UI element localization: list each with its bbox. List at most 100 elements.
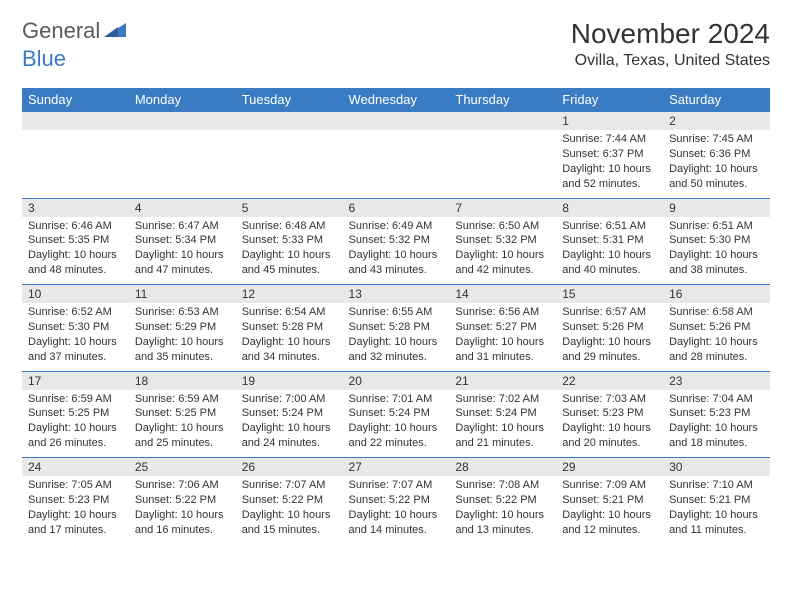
day-number-cell: [22, 112, 129, 131]
daylight-text: Daylight: 10 hours and 45 minutes.: [242, 248, 337, 278]
sunrise-text: Sunrise: 6:53 AM: [135, 305, 230, 320]
sunset-text: Sunset: 5:34 PM: [135, 233, 230, 248]
sunrise-text: Sunrise: 7:10 AM: [669, 478, 764, 493]
day-content-cell: Sunrise: 6:49 AMSunset: 5:32 PMDaylight:…: [343, 217, 450, 285]
day-content-cell: Sunrise: 6:54 AMSunset: 5:28 PMDaylight:…: [236, 303, 343, 371]
day-content-cell: Sunrise: 6:47 AMSunset: 5:34 PMDaylight:…: [129, 217, 236, 285]
day-number-row: 24252627282930: [22, 458, 770, 477]
sunset-text: Sunset: 5:22 PM: [349, 493, 444, 508]
day-number-row: 10111213141516: [22, 285, 770, 304]
day-number-cell: 9: [663, 198, 770, 217]
sunrise-text: Sunrise: 6:56 AM: [455, 305, 550, 320]
day-content-cell: Sunrise: 6:56 AMSunset: 5:27 PMDaylight:…: [449, 303, 556, 371]
day-number-cell: 14: [449, 285, 556, 304]
day-content-cell: Sunrise: 7:07 AMSunset: 5:22 PMDaylight:…: [236, 476, 343, 544]
sunset-text: Sunset: 5:24 PM: [242, 406, 337, 421]
daylight-text: Daylight: 10 hours and 21 minutes.: [455, 421, 550, 451]
day-content-cell: Sunrise: 7:03 AMSunset: 5:23 PMDaylight:…: [556, 390, 663, 458]
day-content-row: Sunrise: 6:46 AMSunset: 5:35 PMDaylight:…: [22, 217, 770, 285]
sunset-text: Sunset: 5:31 PM: [562, 233, 657, 248]
sunset-text: Sunset: 5:21 PM: [669, 493, 764, 508]
day-number-cell: 24: [22, 458, 129, 477]
sunset-text: Sunset: 5:23 PM: [669, 406, 764, 421]
daylight-text: Daylight: 10 hours and 18 minutes.: [669, 421, 764, 451]
daylight-text: Daylight: 10 hours and 28 minutes.: [669, 335, 764, 365]
day-number-cell: 1: [556, 112, 663, 131]
sunrise-text: Sunrise: 7:05 AM: [28, 478, 123, 493]
day-content-cell: Sunrise: 7:05 AMSunset: 5:23 PMDaylight:…: [22, 476, 129, 544]
daylight-text: Daylight: 10 hours and 13 minutes.: [455, 508, 550, 538]
daylight-text: Daylight: 10 hours and 24 minutes.: [242, 421, 337, 451]
day-content-cell: Sunrise: 7:04 AMSunset: 5:23 PMDaylight:…: [663, 390, 770, 458]
sunset-text: Sunset: 5:26 PM: [669, 320, 764, 335]
day-content-cell: Sunrise: 7:45 AMSunset: 6:36 PMDaylight:…: [663, 130, 770, 198]
day-content-cell: Sunrise: 6:51 AMSunset: 5:31 PMDaylight:…: [556, 217, 663, 285]
day-number-cell: 20: [343, 371, 450, 390]
sunset-text: Sunset: 5:24 PM: [455, 406, 550, 421]
day-number-row: 12: [22, 112, 770, 131]
weekday-header: Sunday: [22, 88, 129, 112]
logo: General: [22, 18, 128, 44]
sunrise-text: Sunrise: 6:59 AM: [135, 392, 230, 407]
day-content-cell: [22, 130, 129, 198]
daylight-text: Daylight: 10 hours and 48 minutes.: [28, 248, 123, 278]
day-number-cell: 3: [22, 198, 129, 217]
day-number-cell: 4: [129, 198, 236, 217]
daylight-text: Daylight: 10 hours and 40 minutes.: [562, 248, 657, 278]
day-number-cell: 15: [556, 285, 663, 304]
day-number-cell: 19: [236, 371, 343, 390]
day-number-cell: 11: [129, 285, 236, 304]
day-content-cell: Sunrise: 6:59 AMSunset: 5:25 PMDaylight:…: [22, 390, 129, 458]
sunset-text: Sunset: 5:32 PM: [349, 233, 444, 248]
daylight-text: Daylight: 10 hours and 38 minutes.: [669, 248, 764, 278]
day-number-row: 3456789: [22, 198, 770, 217]
sunset-text: Sunset: 6:36 PM: [669, 147, 764, 162]
day-content-cell: Sunrise: 6:48 AMSunset: 5:33 PMDaylight:…: [236, 217, 343, 285]
sunrise-text: Sunrise: 7:09 AM: [562, 478, 657, 493]
sunset-text: Sunset: 5:32 PM: [455, 233, 550, 248]
day-number-cell: 28: [449, 458, 556, 477]
day-number-cell: 30: [663, 458, 770, 477]
day-number-cell: [449, 112, 556, 131]
sunrise-text: Sunrise: 7:06 AM: [135, 478, 230, 493]
sunset-text: Sunset: 5:22 PM: [455, 493, 550, 508]
weekday-header: Monday: [129, 88, 236, 112]
day-number-cell: 7: [449, 198, 556, 217]
day-number-cell: [236, 112, 343, 131]
sunrise-text: Sunrise: 7:08 AM: [455, 478, 550, 493]
sunrise-text: Sunrise: 7:02 AM: [455, 392, 550, 407]
sunset-text: Sunset: 5:28 PM: [349, 320, 444, 335]
month-title: November 2024: [571, 18, 770, 50]
day-content-cell: Sunrise: 6:46 AMSunset: 5:35 PMDaylight:…: [22, 217, 129, 285]
daylight-text: Daylight: 10 hours and 29 minutes.: [562, 335, 657, 365]
sunset-text: Sunset: 5:29 PM: [135, 320, 230, 335]
sunrise-text: Sunrise: 6:51 AM: [562, 219, 657, 234]
sunrise-text: Sunrise: 7:04 AM: [669, 392, 764, 407]
day-content-cell: Sunrise: 7:07 AMSunset: 5:22 PMDaylight:…: [343, 476, 450, 544]
weekday-header-row: Sunday Monday Tuesday Wednesday Thursday…: [22, 88, 770, 112]
weekday-header: Tuesday: [236, 88, 343, 112]
day-content-cell: [236, 130, 343, 198]
day-number-cell: 17: [22, 371, 129, 390]
day-content-cell: [343, 130, 450, 198]
daylight-text: Daylight: 10 hours and 42 minutes.: [455, 248, 550, 278]
daylight-text: Daylight: 10 hours and 25 minutes.: [135, 421, 230, 451]
day-content-cell: Sunrise: 7:06 AMSunset: 5:22 PMDaylight:…: [129, 476, 236, 544]
day-number-cell: 23: [663, 371, 770, 390]
logo-line2: Blue: [22, 46, 66, 72]
daylight-text: Daylight: 10 hours and 26 minutes.: [28, 421, 123, 451]
logo-text-general: General: [22, 18, 100, 44]
day-content-cell: Sunrise: 7:08 AMSunset: 5:22 PMDaylight:…: [449, 476, 556, 544]
sunrise-text: Sunrise: 6:46 AM: [28, 219, 123, 234]
sunset-text: Sunset: 5:21 PM: [562, 493, 657, 508]
sunset-text: Sunset: 5:26 PM: [562, 320, 657, 335]
sunrise-text: Sunrise: 7:07 AM: [349, 478, 444, 493]
sunset-text: Sunset: 5:25 PM: [135, 406, 230, 421]
daylight-text: Daylight: 10 hours and 14 minutes.: [349, 508, 444, 538]
sunrise-text: Sunrise: 6:58 AM: [669, 305, 764, 320]
sunrise-text: Sunrise: 7:03 AM: [562, 392, 657, 407]
day-content-cell: Sunrise: 6:53 AMSunset: 5:29 PMDaylight:…: [129, 303, 236, 371]
day-content-cell: Sunrise: 7:10 AMSunset: 5:21 PMDaylight:…: [663, 476, 770, 544]
sunset-text: Sunset: 5:22 PM: [135, 493, 230, 508]
day-content-cell: Sunrise: 6:50 AMSunset: 5:32 PMDaylight:…: [449, 217, 556, 285]
